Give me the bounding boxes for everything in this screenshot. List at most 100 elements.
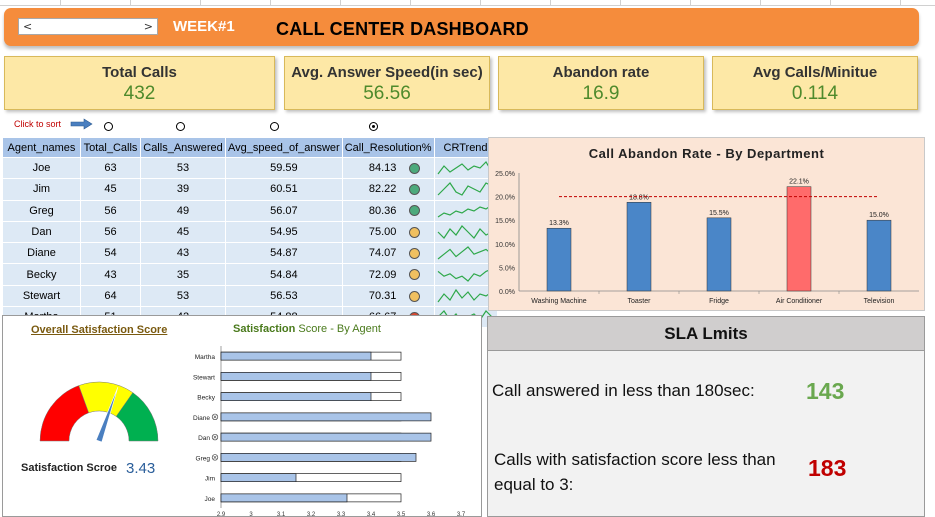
- agent-score-bar: [220, 493, 348, 503]
- table-row: Stewart 64 53 56.53 70.31: [2, 284, 498, 308]
- sort-radio-total-calls[interactable]: [104, 122, 113, 131]
- cell-resolution: 84.13: [341, 156, 435, 180]
- kpi-value: 432: [123, 83, 156, 104]
- cell-name: Becky: [2, 263, 81, 286]
- satisfaction-caption: Satisfaction Scroe: [21, 462, 117, 474]
- cell-answered: 53: [140, 284, 226, 308]
- status-indicator-icon: [408, 205, 420, 217]
- cell-total: 64: [80, 284, 141, 308]
- abandon-bar: [786, 186, 812, 292]
- grid-column-line: [410, 0, 411, 6]
- x-tick-label: 3.3: [337, 512, 346, 517]
- sla-low-satisfaction-label: Calls with satisfaction score less than …: [494, 450, 776, 494]
- sort-radio-avg-speed[interactable]: [270, 122, 279, 131]
- sparkline-path: [437, 161, 493, 175]
- flag-x-mark: [213, 455, 217, 459]
- sparkline-path: [437, 225, 492, 239]
- abandon-category-label: Air Conditioner: [776, 298, 823, 305]
- x-tick-label: 3.1: [277, 512, 286, 517]
- column-header[interactable]: CRTrend: [433, 137, 498, 158]
- kpi-total-calls: Total Calls 432: [4, 56, 275, 110]
- kpi-abandon-rate: Abandon rate 16.9: [498, 56, 704, 110]
- kpi-value: 16.9: [582, 83, 620, 104]
- sparkline: [437, 182, 492, 197]
- abandon-data-label: 13.3%: [549, 220, 569, 227]
- agent-score-bar: [220, 432, 432, 442]
- column-header[interactable]: Calls_Answered: [140, 137, 226, 158]
- cell-cr-trend: [433, 242, 498, 265]
- cell-resolution: 80.36: [341, 199, 435, 222]
- flag-x-mark: [213, 435, 217, 439]
- abandon-category-label: Washing Machine: [531, 298, 586, 305]
- resolution-value: 84.13: [368, 162, 397, 175]
- agent-score-bar: [220, 453, 417, 462]
- cell-resolution: 74.07: [341, 242, 435, 265]
- kpi-label: Avg Calls/Minitue: [752, 64, 878, 81]
- scroll-right-arrow-icon[interactable]: >: [143, 20, 153, 33]
- cell-name: Greg: [2, 199, 81, 222]
- kpi-value: 56.56: [363, 83, 411, 104]
- x-tick-label: 3.7: [457, 512, 466, 517]
- y-tick-label: 5.0%: [499, 265, 515, 272]
- sort-radio-call-resolution[interactable]: [369, 122, 378, 131]
- overall-satisfaction-title: Overall Satisfaction Score: [31, 324, 168, 336]
- abandon-bar: [626, 202, 652, 292]
- sla-low-satisfaction-value: 183: [808, 455, 847, 481]
- abandon-bar: [546, 227, 572, 292]
- cell-resolution: 70.31: [341, 284, 435, 308]
- agent-satisfaction-title: Satisfaction Score - By Agent: [233, 323, 381, 335]
- column-header[interactable]: Total_Calls: [80, 137, 141, 158]
- agent-category-label: Diane: [193, 415, 210, 422]
- table-row: Joe 63 53 59.59 84.13: [2, 156, 498, 180]
- agent-category-label: Stewart: [193, 374, 215, 381]
- week-label: WEEK#1: [173, 18, 235, 35]
- resolution-value: 80.36: [368, 204, 397, 217]
- grid-column-line: [550, 0, 551, 6]
- grid-column-line: [270, 0, 271, 6]
- agent-score-bar: [220, 351, 372, 361]
- cell-speed: 54.87: [225, 242, 343, 265]
- dashboard-header: < > WEEK#1 CALL CENTER DASHBOARD: [4, 8, 919, 46]
- agent-satisfaction-title-bold: Satisfaction: [233, 323, 296, 335]
- y-tick-label: 25.0%: [495, 171, 515, 178]
- y-tick-label: 20.0%: [495, 195, 515, 202]
- abandon-data-label: 18.8%: [629, 194, 649, 201]
- grid-column-line: [620, 0, 621, 6]
- cell-total: 43: [80, 263, 141, 286]
- cell-cr-trend: [433, 156, 498, 180]
- sort-arrow-icon: [70, 118, 93, 130]
- cell-total: 45: [80, 178, 141, 201]
- abandon-category-label: Television: [864, 298, 895, 305]
- agent-score-bar: [220, 392, 372, 401]
- column-header[interactable]: Avg_speed_of_answer: [225, 137, 343, 158]
- gauge-needle: [95, 387, 119, 443]
- agent-category-label: Joe: [205, 496, 216, 503]
- status-indicator-icon: [408, 269, 420, 281]
- cell-name: Jim: [2, 178, 81, 201]
- dashboard-title: CALL CENTER DASHBOARD: [276, 19, 529, 39]
- sla-title: SLA Lmits: [488, 317, 924, 351]
- satisfaction-value: 3.43: [126, 460, 156, 477]
- abandon-rate-chart: 0.0% 5.0% 10.0% 15.0% 20.0% 25.0% 13.3% Washing…: [495, 171, 919, 305]
- column-header[interactable]: Agent_names: [2, 137, 81, 158]
- scroll-left-arrow-icon[interactable]: <: [23, 20, 33, 33]
- abandon-bar: [706, 217, 732, 292]
- column-header[interactable]: Call_Resolution%: [341, 137, 435, 158]
- week-scrollbar[interactable]: < >: [18, 18, 158, 35]
- status-indicator-icon: [408, 290, 420, 302]
- table-row: Diane 54 43 54.87 74.07: [2, 242, 498, 265]
- table-row: Jim 45 39 60.51 82.22: [2, 178, 498, 201]
- satisfaction-gauge: [39, 381, 159, 443]
- sparkline-path: [437, 246, 492, 260]
- cell-speed: 54.95: [225, 220, 343, 244]
- satisfaction-panel: Overall Satisfaction Score Satisfaction …: [2, 315, 482, 517]
- abandon-category-label: Toaster: [628, 298, 652, 305]
- grid-column-line: [130, 0, 131, 6]
- x-tick-label: 3.4: [367, 512, 376, 517]
- sparkline: [437, 246, 492, 260]
- sort-radio-calls-answered[interactable]: [176, 122, 185, 131]
- cell-total: 63: [80, 156, 141, 180]
- y-tick-label: 15.0%: [495, 218, 515, 225]
- kpi-avg-answer-speed: Avg. Answer Speed(in sec) 56.56: [284, 56, 490, 110]
- grid-column-line: [340, 0, 341, 6]
